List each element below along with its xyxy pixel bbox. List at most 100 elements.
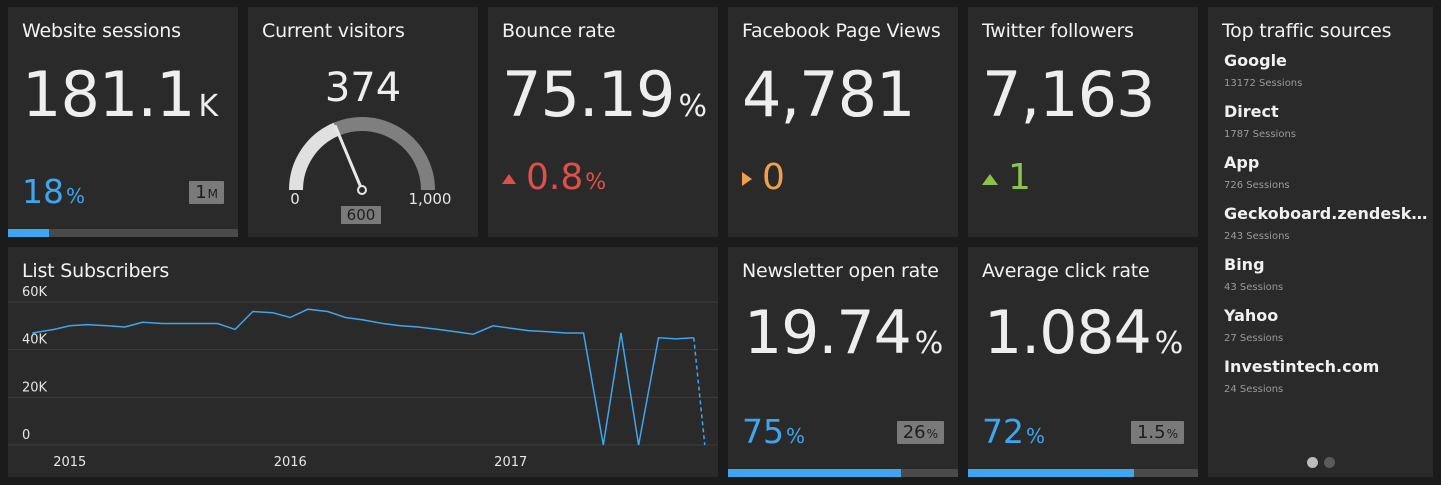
- traffic-source-name: Investintech.com: [1224, 357, 1380, 376]
- twitter-followers-value: 7,163: [982, 58, 1155, 131]
- up-triangle-icon: [982, 173, 998, 185]
- traffic-source-sessions: 27 Sessions: [1224, 333, 1284, 344]
- top-traffic-sources-tile[interactable]: Top traffic sources Google 13172 Session…: [1208, 7, 1433, 477]
- website-sessions-target-number: 1: [195, 182, 207, 203]
- bounce-rate-tile[interactable]: Bounce rate 75.19% 0.8%: [488, 7, 718, 237]
- click-rate-target-number: 1.5: [1136, 422, 1166, 443]
- twitter-followers-tile[interactable]: Twitter followers 7,163 1: [968, 7, 1198, 237]
- x-tick-label: 2017: [494, 455, 527, 470]
- newsletter-percent: 75%: [742, 412, 805, 451]
- website-sessions-target-unit: M: [207, 187, 218, 201]
- newsletter-percent-unit: %: [786, 424, 806, 448]
- traffic-source-name: App: [1224, 153, 1260, 172]
- visitors-gauge: 0 1,000: [289, 117, 452, 208]
- list-subscribers-tile[interactable]: List Subscribers 60K 40K 20K 0 2015 2016 2017: [8, 247, 718, 477]
- traffic-source-name: Direct: [1224, 102, 1279, 121]
- up-triangle-icon: [502, 174, 516, 184]
- website-sessions-percent-unit: %: [66, 184, 86, 208]
- top-traffic-sources-title: Top traffic sources: [1222, 20, 1392, 42]
- website-sessions-tile[interactable]: Website sessions 181.1 K 18% 1M: [8, 7, 238, 237]
- traffic-source-sessions: 726 Sessions: [1224, 180, 1290, 191]
- y-tick-label: 60K: [22, 285, 48, 300]
- traffic-source-name: Yahoo: [1224, 306, 1279, 325]
- average-click-rate-value: 1.084%: [984, 298, 1183, 368]
- facebook-page-views-change: 0: [742, 157, 785, 198]
- newsletter-open-rate-title: Newsletter open rate: [742, 260, 939, 282]
- click-rate-target-unit: %: [1166, 427, 1178, 441]
- bounce-rate-change: 0.8%: [502, 157, 606, 198]
- x-tick-label: 2015: [53, 455, 86, 470]
- traffic-source-sessions: 43 Sessions: [1224, 282, 1284, 293]
- traffic-source-sessions: 243 Sessions: [1224, 231, 1290, 242]
- traffic-source-sessions: 1787 Sessions: [1224, 129, 1296, 140]
- traffic-source-name: Geckoboard.zendesk.com: [1224, 204, 1429, 223]
- list-subscribers-chart: 60K 40K 20K 0 2015 2016 2017: [8, 285, 718, 470]
- click-rate-progress-fill: [968, 469, 1134, 477]
- website-sessions-number: 181.1: [22, 58, 195, 131]
- click-rate-percent-unit: %: [1026, 424, 1046, 448]
- x-tick-label: 2016: [274, 455, 307, 470]
- twitter-followers-title: Twitter followers: [982, 20, 1134, 42]
- gauge-min-label: 0: [290, 190, 300, 208]
- series-line: [32, 308, 694, 446]
- current-visitors-value: 374: [324, 65, 402, 111]
- gauge-pivot: [357, 185, 367, 195]
- facebook-page-views-tile[interactable]: Facebook Page Views 4,781 0: [728, 7, 958, 237]
- bounce-rate-unit: %: [678, 89, 707, 124]
- traffic-source-name: Google: [1224, 51, 1287, 70]
- pagination-dot[interactable]: [1323, 457, 1335, 468]
- y-tick-label: 40K: [22, 333, 48, 348]
- average-click-rate-unit: %: [1154, 326, 1183, 361]
- website-sessions-title: Website sessions: [22, 20, 181, 42]
- newsletter-percent-number: 75: [742, 412, 784, 451]
- y-tick-label: 0: [22, 428, 30, 443]
- bounce-rate-change-number: 0.8: [526, 157, 584, 198]
- newsletter-open-rate-unit: %: [914, 326, 943, 361]
- facebook-page-views-title: Facebook Page Views: [742, 20, 941, 42]
- twitter-followers-change-number: 1: [1008, 157, 1031, 198]
- average-click-rate-tile[interactable]: Average click rate 1.084% 72% 1.5%: [968, 247, 1198, 477]
- newsletter-target-badge: 26%: [896, 421, 944, 444]
- bounce-rate-change-unit: %: [585, 170, 607, 195]
- average-click-rate-title: Average click rate: [982, 260, 1150, 282]
- traffic-source-name: Bing: [1224, 255, 1265, 274]
- facebook-page-views-change-number: 0: [762, 157, 785, 198]
- website-sessions-progress-bar: [8, 229, 238, 237]
- website-sessions-unit: K: [198, 89, 219, 124]
- newsletter-progress-fill: [728, 469, 901, 477]
- pagination-dots: [1208, 453, 1433, 472]
- newsletter-open-rate-tile[interactable]: Newsletter open rate 19.74% 75% 26%: [728, 247, 958, 477]
- click-rate-percent-number: 72: [982, 412, 1024, 451]
- bounce-rate-number: 75.19: [502, 58, 675, 131]
- website-sessions-progress-fill: [8, 229, 50, 237]
- website-sessions-percent-number: 18: [22, 172, 64, 211]
- website-sessions-target-badge: 1M: [189, 181, 224, 204]
- traffic-source-sessions: 24 Sessions: [1224, 384, 1284, 395]
- click-rate-percent: 72%: [982, 412, 1045, 451]
- newsletter-target-unit: %: [926, 427, 938, 441]
- traffic-source-sessions: 13172 Sessions: [1224, 78, 1303, 89]
- website-sessions-percent: 18%: [22, 172, 85, 211]
- current-visitors-tile[interactable]: Current visitors 374 0 1,000 600: [248, 7, 478, 237]
- average-click-rate-number: 1.084: [984, 298, 1152, 368]
- bounce-rate-title: Bounce rate: [502, 20, 616, 42]
- right-triangle-icon: [742, 172, 752, 186]
- y-tick-label: 20K: [22, 380, 48, 395]
- newsletter-open-rate-value: 19.74%: [744, 298, 943, 368]
- website-sessions-value: 181.1 K: [22, 58, 219, 131]
- pagination-dot-active[interactable]: [1306, 457, 1318, 468]
- bounce-rate-value: 75.19%: [502, 58, 707, 131]
- gauge-value-arc: [333, 117, 435, 191]
- twitter-followers-change: 1: [982, 157, 1031, 198]
- series-line-projection: [692, 337, 706, 446]
- newsletter-progress-bar: [728, 469, 958, 477]
- gauge-track: [289, 122, 340, 191]
- newsletter-target-number: 26: [902, 422, 926, 443]
- click-rate-progress-bar: [968, 469, 1198, 477]
- click-rate-target-badge: 1.5%: [1130, 421, 1184, 444]
- facebook-page-views-value: 4,781: [742, 58, 915, 131]
- gauge-max-label: 1,000: [409, 190, 452, 208]
- gauge-target-badge: 600: [341, 206, 381, 224]
- newsletter-open-rate-number: 19.74: [744, 298, 912, 368]
- gauge-needle: [333, 124, 364, 191]
